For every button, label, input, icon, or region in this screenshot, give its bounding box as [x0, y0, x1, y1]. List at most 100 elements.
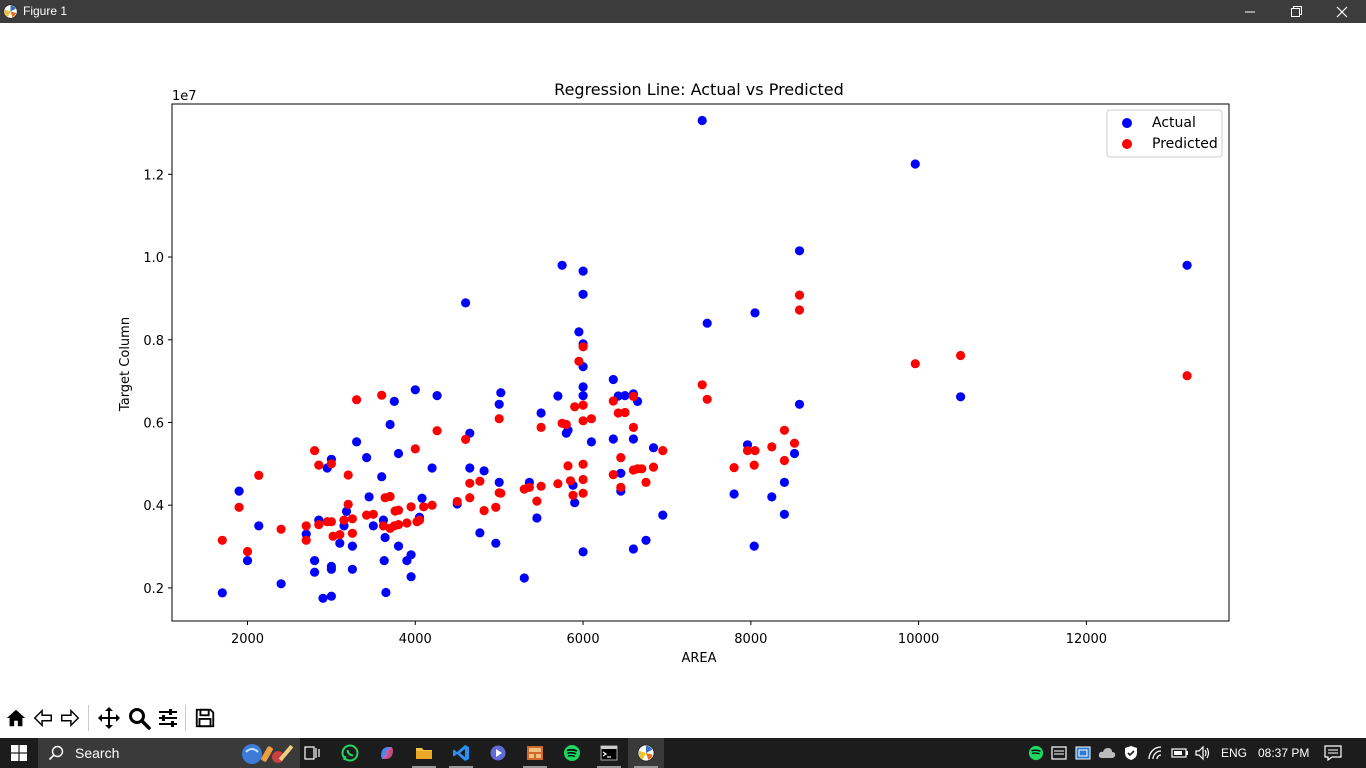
predicted-point-55 — [553, 479, 563, 489]
pan-button[interactable] — [96, 705, 122, 731]
save-button[interactable] — [192, 705, 218, 731]
configure-subplots-button[interactable] — [155, 705, 181, 731]
tray-wifi[interactable] — [1147, 744, 1165, 762]
task-view-icon — [304, 746, 320, 760]
actual-point-4 — [276, 579, 286, 589]
actual-point-73 — [616, 468, 626, 478]
zoom-icon — [129, 708, 151, 730]
predicted-point-40 — [452, 496, 462, 507]
restore-button[interactable] — [1273, 0, 1319, 23]
predicted-point-92 — [779, 455, 790, 466]
matplotlib-figure-icon — [637, 744, 655, 762]
toolbar-separator — [88, 705, 89, 731]
predicted-point-59 — [565, 476, 576, 486]
taskbar-whatsapp[interactable] — [332, 738, 368, 768]
predicted-point-34 — [410, 444, 420, 454]
predicted-point-64 — [578, 400, 588, 410]
actual-point-15 — [335, 538, 345, 548]
actual-point-84 — [702, 318, 712, 328]
taskbar-file-explorer[interactable] — [406, 738, 442, 768]
restore-icon — [1290, 6, 1302, 17]
tray-security[interactable] — [1122, 744, 1140, 762]
window-tray-icon — [1051, 746, 1067, 760]
actual-point-56 — [557, 260, 567, 270]
start-button[interactable] — [0, 738, 38, 768]
taskbar-vscode[interactable] — [443, 738, 479, 768]
search-placeholder: Search — [75, 745, 120, 761]
zoom-button[interactable] — [126, 705, 152, 731]
actual-point-88 — [750, 308, 760, 318]
predicted-point-17 — [343, 499, 353, 509]
taskbar-spotify[interactable] — [554, 738, 590, 768]
actual-point-18 — [347, 541, 357, 551]
tray-battery[interactable] — [1171, 744, 1189, 762]
actual-point-0 — [217, 588, 227, 598]
windows-logo-icon — [11, 745, 27, 761]
battery-icon — [1171, 748, 1188, 758]
file-explorer-icon — [416, 748, 432, 759]
taskbar-matplotlib-figure[interactable] — [628, 738, 664, 768]
actual-point-14 — [326, 591, 336, 601]
x-tick-label-3: 8000 — [734, 632, 767, 647]
predicted-point-37 — [419, 502, 429, 512]
actual-point-48 — [494, 477, 504, 487]
predicted-point-26 — [385, 491, 395, 502]
actual-point-35 — [406, 572, 416, 582]
tray-onedrive[interactable] — [1098, 744, 1116, 762]
notification-center-button[interactable] — [1324, 744, 1342, 762]
predicted-point-57 — [561, 419, 571, 430]
back-button[interactable] — [30, 705, 56, 731]
actual-point-89 — [767, 492, 777, 502]
actual-point-13 — [326, 564, 336, 574]
vscode-icon — [453, 745, 469, 761]
spotify-icon — [564, 745, 580, 761]
y-tick-label-3: 0.8 — [143, 334, 164, 349]
volume-icon — [1195, 745, 1210, 761]
minimize-button[interactable] — [1227, 0, 1273, 23]
tray-app-2[interactable] — [1074, 744, 1092, 762]
taskbar-app[interactable] — [517, 738, 553, 768]
taskbar-media-app[interactable] — [480, 738, 516, 768]
window-title: Figure 1 — [23, 4, 68, 18]
x-ticks: 2000 4000 6000 8000 10000 12000 — [231, 621, 1107, 647]
figure-canvas[interactable]: Regression Line: Actual vs Predicted 1e7… — [0, 23, 1366, 699]
close-button[interactable] — [1319, 0, 1365, 23]
x-tick-label-0: 2000 — [231, 632, 264, 647]
clock[interactable]: 08:37 PM — [1258, 746, 1310, 760]
search-highlight-icon — [242, 744, 294, 764]
tray-app-1[interactable] — [1050, 744, 1068, 762]
taskbar-search-box[interactable]: Search — [38, 738, 300, 768]
predicted-point-66 — [578, 459, 588, 469]
predicted-point-87 — [742, 446, 753, 456]
x-tick-label-1: 4000 — [399, 632, 432, 647]
tray-volume[interactable] — [1194, 744, 1212, 762]
actual-point-71 — [608, 434, 618, 444]
taskbar-terminal[interactable] — [591, 738, 627, 768]
forward-button[interactable] — [57, 705, 83, 731]
language-indicator[interactable]: ENG — [1221, 746, 1248, 760]
predicted-point-72 — [613, 408, 623, 418]
predicted-point-21 — [362, 510, 372, 520]
actual-point-55 — [553, 391, 563, 401]
y-ticks: 0.2 0.4 0.6 0.8 1.0 1.2 — [143, 168, 172, 597]
navigation-toolbar — [0, 699, 1366, 738]
wifi-icon — [1148, 746, 1162, 760]
task-view-button[interactable] — [294, 738, 330, 768]
taskbar-copilot[interactable] — [369, 738, 405, 768]
actual-point-22 — [364, 492, 374, 502]
predicted-point-39 — [432, 426, 442, 436]
copilot-icon — [381, 747, 393, 759]
predicted-point-36 — [414, 515, 425, 525]
tray-spotify[interactable] — [1027, 744, 1045, 762]
actual-point-61 — [574, 327, 584, 337]
app-icon — [527, 746, 543, 760]
predicted-point-31 — [393, 520, 404, 530]
actual-point-44 — [465, 463, 475, 473]
actual-point-78 — [628, 544, 639, 554]
actual-point-3 — [254, 521, 264, 531]
predicted-point-9 — [314, 520, 324, 530]
x-tick-label-2: 6000 — [567, 632, 600, 647]
predicted-point-88 — [749, 460, 759, 470]
home-button[interactable] — [3, 705, 29, 731]
actual-point-29 — [385, 419, 395, 430]
